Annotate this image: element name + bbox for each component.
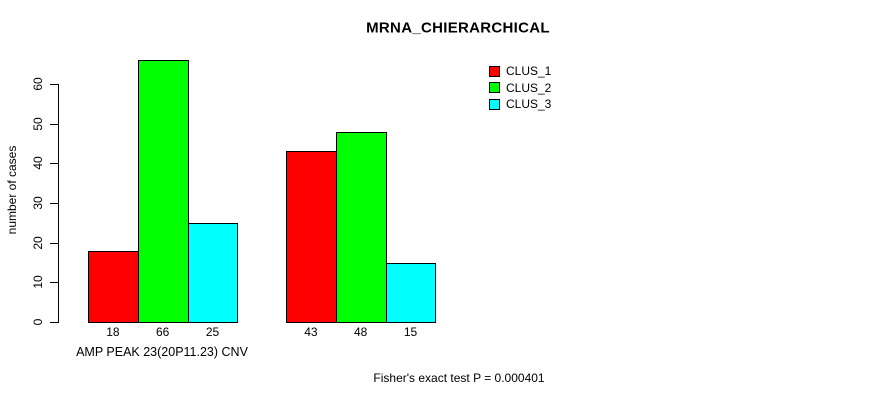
y-tick-label: 20 (31, 235, 45, 250)
bar-value-label: 66 (156, 325, 170, 339)
y-tick-mark (50, 163, 58, 165)
legend-item-clus_2: CLUS_2 (489, 80, 551, 97)
bar-clus_3-group2 (385, 262, 437, 323)
legend-swatch-clus_2 (489, 82, 500, 94)
bar-clus_1-group1 (88, 250, 139, 323)
bar-clus_3-group1 (187, 222, 239, 323)
x-axis-label: AMP PEAK 23(20P11.23) CNV (76, 345, 248, 359)
bar-clus_1-group2 (286, 151, 337, 323)
y-tick-mark (50, 242, 58, 244)
y-tick-mark (50, 282, 58, 284)
y-tick-label: 60 (31, 77, 45, 91)
y-tick-label: 40 (31, 156, 45, 171)
bar-value-label: 15 (403, 325, 418, 339)
y-axis-label: number of cases (5, 145, 19, 235)
legend-label: CLUS_2 (506, 80, 552, 95)
bar-clus_2-group2 (335, 131, 387, 323)
y-tick-mark (50, 84, 58, 85)
legend-item-clus_1: CLUS_1 (489, 63, 551, 80)
y-tick-label: 0 (31, 318, 45, 326)
y-tick-mark (50, 322, 58, 323)
legend-label: CLUS_1 (506, 64, 552, 79)
footnote-fisher-test: Fisher's exact test P = 0.000401 (373, 371, 545, 385)
bar-clus_2-group1 (137, 60, 189, 323)
legend-item-clus_3: CLUS_3 (489, 96, 551, 113)
y-tick-label: 10 (31, 275, 45, 290)
y-tick-mark (50, 123, 58, 125)
legend-label: CLUS_3 (506, 97, 552, 112)
bar-value-label: 25 (205, 325, 220, 339)
bar-value-label: 18 (106, 325, 120, 339)
legend-swatch-clus_3 (489, 98, 500, 110)
legend-swatch-clus_1 (489, 65, 500, 77)
y-tick-mark (50, 203, 58, 204)
legend: CLUS_1 CLUS_2 CLUS_3 (489, 63, 551, 113)
y-tick-label: 30 (31, 196, 45, 210)
y-axis-line (58, 84, 59, 323)
chart-title: MRNA_CHIERARCHICAL (366, 19, 550, 37)
y-tick-label: 50 (31, 116, 45, 131)
bar-value-label: 48 (354, 325, 368, 339)
bar-value-label: 43 (304, 325, 318, 339)
